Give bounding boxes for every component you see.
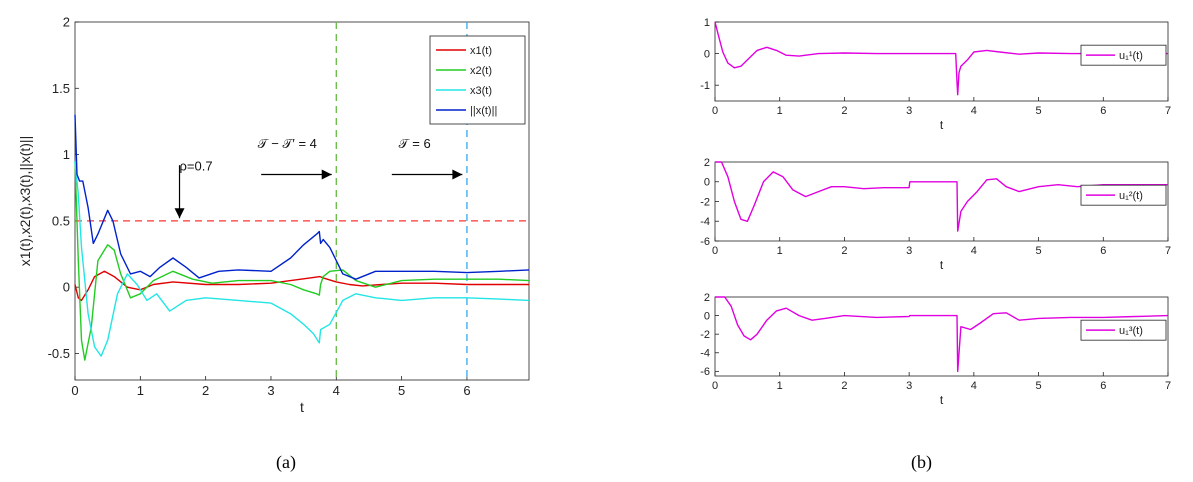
annotation-arrowhead bbox=[452, 169, 463, 180]
y-tick-label-b3: -6 bbox=[700, 366, 710, 378]
series-line-a-0 bbox=[74, 270, 529, 302]
x-tick-label-b2: 0 bbox=[712, 245, 718, 257]
x-tick-label-b3: 6 bbox=[1100, 380, 1106, 392]
legend-box bbox=[1080, 319, 1167, 341]
y-tick-label-a: -0.5 bbox=[48, 346, 70, 361]
y-tick-label-b3: -2 bbox=[700, 329, 710, 341]
y-tick-label-b1: 1 bbox=[704, 17, 710, 29]
x-tick-label-b2: 1 bbox=[777, 245, 783, 257]
annotation-text: ρ=0.7 bbox=[180, 159, 213, 174]
y-tick-label-b3: 0 bbox=[704, 310, 710, 322]
y-tick-label-b1: -1 bbox=[700, 80, 710, 92]
y-tick-label-b3: 2 bbox=[704, 292, 710, 304]
x-tick-label-a: 6 bbox=[463, 383, 470, 398]
y-tick-label-b1: 0 bbox=[704, 48, 710, 60]
legend-label: u₁¹(t) bbox=[1119, 50, 1143, 62]
x-tick-label-b1: 7 bbox=[1165, 105, 1171, 117]
series-line-a-1 bbox=[74, 161, 530, 361]
y-axis-label-a: x1(t),x2(t),x3(t),||x(t)|| bbox=[17, 136, 33, 266]
x-tick-label-a: 0 bbox=[71, 383, 78, 398]
x-tick-label-b3: 5 bbox=[1036, 380, 1042, 392]
legend-box bbox=[1080, 184, 1167, 206]
x-tick-label-a: 3 bbox=[267, 383, 274, 398]
legend-label: ||x(t)|| bbox=[470, 105, 497, 117]
y-tick-label-a: 2 bbox=[63, 15, 70, 30]
x-tick-label-b3: 2 bbox=[841, 380, 847, 392]
x-tick-label-b3: 4 bbox=[971, 380, 977, 392]
y-tick-label-b3: -4 bbox=[700, 348, 710, 360]
x-tick-label-a: 5 bbox=[398, 383, 405, 398]
y-tick-label-a: 0 bbox=[63, 280, 70, 295]
x-tick-label-a: 2 bbox=[202, 383, 209, 398]
y-tick-label-a: 1.5 bbox=[52, 81, 70, 96]
x-tick-label-b3: 7 bbox=[1165, 380, 1171, 392]
y-tick-label-b2: -6 bbox=[700, 236, 710, 248]
annotation-text: 𝒯 − 𝒯′ = 4 bbox=[258, 136, 317, 151]
x-tick-label-b2: 5 bbox=[1036, 245, 1042, 257]
x-tick-label-b2: 4 bbox=[971, 245, 977, 257]
x-tick-label-b2: 2 bbox=[841, 245, 847, 257]
annotation-arrowhead bbox=[174, 208, 185, 219]
x-tick-label-b1: 4 bbox=[971, 105, 977, 117]
y-tick-label-b2: -4 bbox=[700, 216, 710, 228]
x-axis-label-b1: t bbox=[940, 118, 944, 132]
series-line-b1-0 bbox=[714, 21, 1168, 96]
series-line-a-3 bbox=[74, 114, 530, 280]
x-tick-label-b3: 3 bbox=[906, 380, 912, 392]
series-line-a-2 bbox=[74, 161, 530, 357]
x-tick-label-b2: 7 bbox=[1165, 245, 1171, 257]
y-tick-label-a: 0.5 bbox=[52, 213, 70, 228]
y-tick-label-b2: 0 bbox=[704, 177, 710, 189]
x-tick-label-a: 4 bbox=[333, 383, 340, 398]
legend-label: u₁³(t) bbox=[1119, 325, 1143, 337]
series-line-b3-0 bbox=[715, 296, 1169, 373]
x-tick-label-b2: 3 bbox=[906, 245, 912, 257]
x-tick-label-b1: 2 bbox=[841, 105, 847, 117]
legend-label: u₁²(t) bbox=[1119, 190, 1143, 202]
x-tick-label-a: 1 bbox=[137, 383, 144, 398]
x-axis-label-b3: t bbox=[940, 393, 944, 407]
legend-box bbox=[1080, 44, 1167, 66]
x-tick-label-b1: 6 bbox=[1100, 105, 1106, 117]
x-tick-label-b3: 1 bbox=[777, 380, 783, 392]
x-tick-label-b1: 5 bbox=[1036, 105, 1042, 117]
y-tick-label-a: 1 bbox=[63, 147, 70, 162]
legend-label: x3(t) bbox=[470, 85, 492, 97]
annotation-text: 𝒯 = 6 bbox=[399, 136, 431, 151]
series-line-b2-0 bbox=[715, 161, 1168, 232]
x-axis-label-b2: t bbox=[940, 258, 944, 272]
x-tick-label-b2: 6 bbox=[1100, 245, 1106, 257]
x-tick-label-b3: 0 bbox=[712, 380, 718, 392]
x-axis-label-a: t bbox=[300, 399, 304, 415]
y-tick-label-b2: -2 bbox=[700, 196, 710, 208]
annotation-arrowhead bbox=[321, 169, 332, 180]
legend-label: x1(t) bbox=[470, 45, 492, 57]
legend-label: x2(t) bbox=[470, 65, 492, 77]
x-tick-label-b1: 1 bbox=[777, 105, 783, 117]
caption-b: (b) bbox=[911, 452, 932, 472]
x-tick-label-b1: 0 bbox=[712, 105, 718, 117]
y-tick-label-b2: 2 bbox=[704, 157, 710, 169]
x-tick-label-b1: 3 bbox=[906, 105, 912, 117]
caption-a: (a) bbox=[276, 452, 296, 472]
